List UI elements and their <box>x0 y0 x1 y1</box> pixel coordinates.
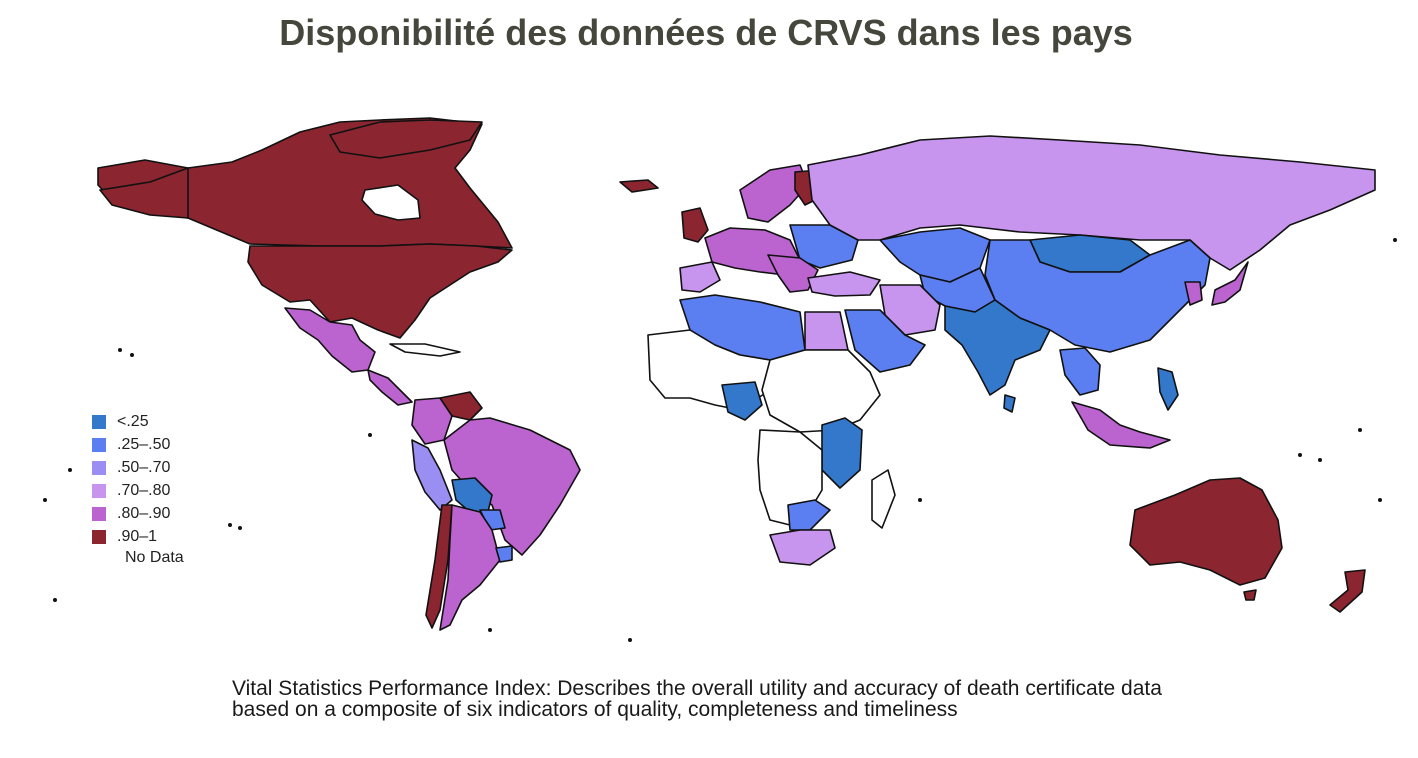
region-turkey <box>807 271 881 297</box>
region-southeast-asia <box>1059 347 1101 396</box>
region-australia <box>1129 477 1283 586</box>
legend-item: .50–.70 <box>92 456 184 479</box>
legend-item: .25–.50 <box>92 433 184 456</box>
legend-swatch <box>92 437 106 452</box>
region-korea <box>1184 281 1203 306</box>
legend-swatch <box>92 506 106 521</box>
region-philippines <box>1157 367 1179 411</box>
region-uruguay <box>495 545 513 563</box>
region-zimbabwe <box>787 499 831 531</box>
region-japan <box>1211 261 1249 306</box>
region-greenland <box>329 119 483 159</box>
legend-swatch <box>92 414 106 429</box>
region-india <box>944 299 1051 396</box>
legend-swatch <box>92 460 106 475</box>
legend-label: .80–.90 <box>117 504 171 522</box>
region-egypt <box>804 311 849 351</box>
region-malaysia-indonesia <box>1071 401 1171 449</box>
region-madagascar <box>871 469 896 529</box>
legend-no-data-label: No Data <box>125 549 184 566</box>
legend-label: <.25 <box>117 412 149 430</box>
legend-item: .70–.80 <box>92 479 184 502</box>
caption-line-1: Vital Statistics Performance Index: Desc… <box>232 677 1162 700</box>
legend-item: .80–.90 <box>92 502 184 525</box>
region-uk <box>681 207 709 243</box>
region-balkans <box>767 254 819 293</box>
region-cuba <box>389 343 461 357</box>
region-tasmania <box>1243 589 1257 601</box>
region-central-america <box>367 369 413 406</box>
region-south-africa <box>769 529 836 566</box>
legend-label: .50–.70 <box>117 458 171 476</box>
region-mexico <box>284 307 376 373</box>
region-alaska <box>99 167 189 219</box>
legend-label: .25–.50 <box>117 435 171 453</box>
legend-swatch <box>92 529 106 544</box>
region-sri-lanka <box>1003 394 1016 413</box>
region-argentina <box>439 504 501 631</box>
map-title: Disponibilité des données de CRVS dans l… <box>279 12 1133 53</box>
region-central-africa <box>761 349 881 433</box>
region-saudi-arabia <box>844 309 926 373</box>
legend-item: .90–1 <box>92 525 184 548</box>
region-hudson-bay <box>361 184 421 221</box>
region-iceland <box>619 179 659 193</box>
legend-label: .90–1 <box>117 527 158 545</box>
region-new-zealand <box>1329 569 1366 613</box>
region-usa <box>247 243 513 339</box>
caption-line-2: based on a composite of six indicators o… <box>232 698 958 721</box>
legend-item: <.25 <box>92 410 184 433</box>
legend-swatch <box>92 483 106 498</box>
map-caption: Vital Statistics Performance Index: Desc… <box>232 678 1382 720</box>
legend-label: .70–.80 <box>117 481 171 499</box>
region-iberia <box>679 261 721 293</box>
region-nigeria <box>721 381 763 421</box>
region-east-africa <box>821 417 863 489</box>
map-legend: <.25 .25–.50 .50–.70 .70–.80 .80–.90 .90… <box>92 410 184 568</box>
